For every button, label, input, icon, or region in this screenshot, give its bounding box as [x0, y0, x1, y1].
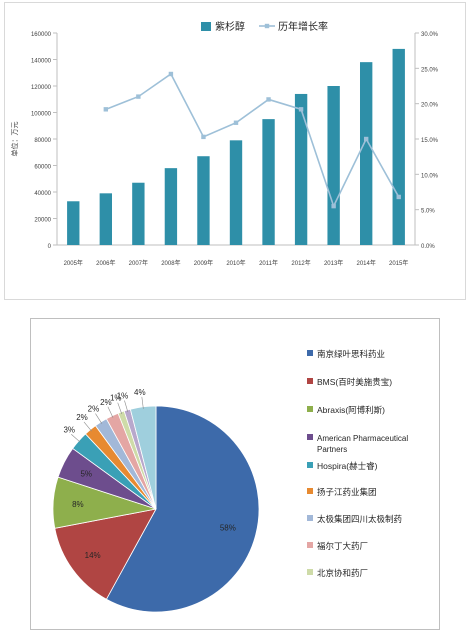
bar-2015年	[392, 48, 405, 246]
growth-point-2015年	[396, 194, 401, 200]
x-tick-label: 2012年	[291, 259, 310, 267]
x-tick-label: 2011年	[259, 259, 278, 267]
pie-leader-line	[107, 406, 114, 418]
y2-tick-label: 5.0%	[421, 209, 435, 215]
bar-2007年	[132, 182, 145, 245]
pie-value-label: 2%	[100, 398, 112, 407]
pie-value-label: 5%	[80, 469, 92, 478]
x-tick-label: 2005年	[64, 259, 83, 267]
legend-label-0: 南京绿叶思科药业	[317, 349, 385, 359]
pie-value-label: 1%	[117, 391, 129, 400]
growth-chart-panel: 0 20000 40000 60000 80000 100000 120000 140000 1…	[4, 2, 466, 300]
growth-point-2006年	[103, 107, 109, 112]
pie-value-label: 8%	[72, 500, 84, 509]
y2-tick-label: 0.0%	[421, 244, 435, 250]
y-tick-label: 140000	[31, 59, 52, 65]
x-tick-label: 2006年	[96, 259, 115, 267]
pie-value-label: 1%	[110, 394, 122, 403]
bar-2009年	[197, 156, 210, 245]
x-tick-label: 2007年	[129, 259, 148, 267]
bar-2014年	[359, 62, 373, 246]
pie-value-label: 58%	[220, 523, 236, 532]
pie-leader-line	[71, 434, 81, 443]
market-share-pie-chart: 58%14%8%5%3%2%2%2%1%1% 4%南京绿叶思科药业BMS(百时美施…	[52, 349, 408, 613]
pie-slice-0	[105, 405, 260, 613]
growth-point-2007年	[136, 94, 141, 99]
pie-leader-line	[95, 413, 103, 424]
legend-label-4: Hospira(赫士睿)	[317, 461, 378, 471]
y-tick-label: 20000	[34, 218, 51, 224]
legend-label-8: 北京协和药厂	[317, 568, 368, 578]
pie-value-label: 2%	[76, 413, 88, 422]
bar-2012年	[294, 93, 308, 245]
pie-value-label: 2%	[88, 405, 100, 414]
growth-point-2010年	[233, 120, 239, 125]
legend-line-label: 历年增长率	[278, 20, 328, 33]
bar-2010年	[229, 140, 243, 245]
x-tick-label: 2008年	[161, 259, 180, 267]
legend-label-7: 福尔丁大药厂	[317, 541, 368, 551]
pie-leader-line	[124, 400, 129, 413]
bar-2006年	[99, 193, 113, 245]
growth-point-2013年	[331, 203, 336, 209]
y-tick-label: 120000	[31, 85, 52, 91]
growth-point-2014年	[363, 136, 369, 142]
pie-value-label: 3%	[63, 425, 75, 434]
legend-swatch-6	[307, 515, 313, 521]
legend-swatch-7	[307, 542, 313, 548]
legend-label-1: BMS(百时美施贵宝)	[317, 377, 392, 387]
pie-leader-line	[117, 402, 123, 415]
y-tick-label: 160000	[31, 32, 52, 38]
y2-tick-label: 20.0%	[421, 103, 439, 109]
legend-swatch-1	[307, 378, 313, 384]
legend-swatch-3	[307, 434, 313, 440]
legend-line-marker	[264, 23, 270, 29]
legend-label-2: Abraxis(阿博利斯)	[317, 405, 385, 415]
x-tick-label: 2010年	[226, 259, 245, 267]
y-axis-title: 单位：万元	[10, 122, 19, 157]
bar-2013年	[327, 86, 340, 245]
x-tick-label: 2013年	[324, 259, 343, 267]
x-tick-label: 2014年	[357, 259, 376, 267]
growth-point-2009年	[201, 134, 206, 140]
y2-tick-label: 30.0%	[421, 32, 439, 38]
y-tick-label: 100000	[31, 112, 52, 118]
bar-2011年	[262, 119, 275, 245]
legend-swatch-2	[307, 406, 313, 412]
y2-tick-label: 15.0%	[421, 138, 439, 144]
y-tick-label: 40000	[34, 191, 51, 197]
market-share-chart-panel: 58% 14% 8% 5% 3% 2% 2% 2% 1% 1% 4% 南京绿叶思科药业 BMS(百时美施…	[30, 318, 440, 630]
x-tick-label: 2009年	[194, 259, 213, 267]
legend-label-6: 太极集团四川太极制药	[317, 514, 402, 524]
growth-rate-line	[105, 72, 400, 209]
legend-swatch-0	[307, 350, 313, 356]
y-tick-label: 80000	[34, 138, 51, 144]
paclitaxel-sales-chart: 0 20000 40000 60000 80000 100000 120000 140000 1…	[10, 20, 439, 267]
y2-tick-label: 10.0%	[421, 173, 439, 179]
bar-2008年	[164, 168, 178, 245]
legend-label-5: 扬子江药业集团	[317, 487, 377, 497]
pie-value-label: 4%	[134, 388, 146, 397]
legend-label-3: American Pharmaceutical Partners	[317, 434, 408, 454]
pie-value-label: 14%	[85, 551, 101, 560]
y-tick-label: 0	[48, 244, 52, 250]
bar-2005年	[67, 201, 80, 245]
legend-swatch-5	[307, 488, 313, 494]
x-tick-label: 2015年	[389, 259, 408, 267]
growth-point-2008年	[168, 71, 174, 77]
legend-bar-label: 紫杉醇	[215, 20, 245, 33]
legend-swatch-8	[307, 569, 313, 575]
pie-leader-line	[141, 396, 144, 409]
legend-bar-swatch	[201, 22, 211, 31]
growth-point-2012年	[298, 107, 304, 112]
growth-point-2011年	[266, 97, 271, 102]
legend-swatch-4	[307, 462, 313, 468]
pie-leader-line	[83, 421, 92, 432]
y2-tick-label: 25.0%	[421, 67, 439, 73]
y-tick-label: 60000	[34, 165, 51, 171]
pie-slice-1	[54, 508, 157, 600]
